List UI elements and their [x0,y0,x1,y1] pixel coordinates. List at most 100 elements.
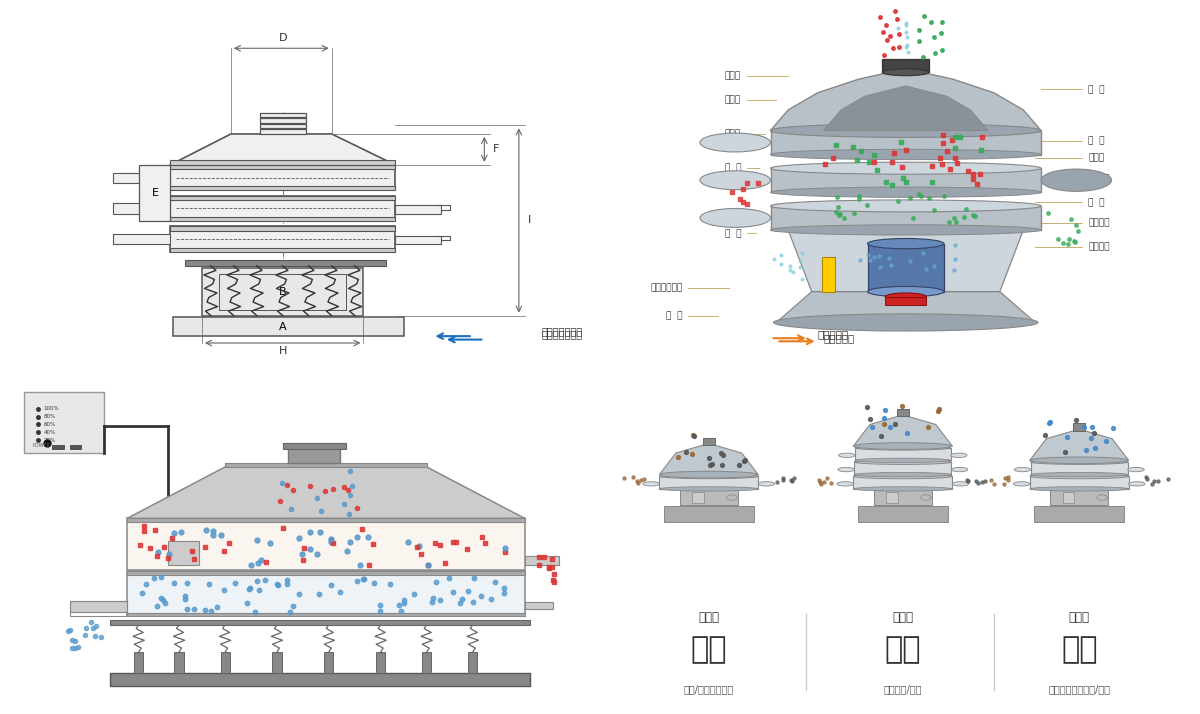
Polygon shape [788,230,1024,291]
Bar [770,131,1042,154]
Bar [283,443,346,449]
Bar [898,409,908,416]
Bar [882,59,929,72]
Bar [395,236,442,244]
Bar [886,297,926,306]
Bar [168,540,199,565]
Ellipse shape [854,473,952,477]
Ellipse shape [1097,495,1108,501]
Bar [127,518,524,570]
Polygon shape [823,86,988,131]
Bar [868,243,944,291]
Text: 80%: 80% [43,414,56,419]
Text: 外形尺寸示意图: 外形尺寸示意图 [541,330,582,340]
Bar [110,673,530,686]
Text: E: E [152,188,158,198]
Text: H: H [278,346,287,356]
Bar [703,438,714,445]
Ellipse shape [1013,482,1030,486]
Bar [1063,492,1074,503]
Bar [259,113,306,118]
Bar [70,600,127,616]
Ellipse shape [868,286,944,297]
Ellipse shape [758,482,775,486]
Text: B: B [278,286,287,296]
Ellipse shape [856,458,950,463]
Bar [53,445,64,449]
Ellipse shape [726,495,737,501]
Bar [468,652,478,673]
Ellipse shape [1030,474,1129,478]
Bar [134,652,143,673]
Text: 加重块: 加重块 [1088,154,1104,163]
Bar [524,556,559,565]
Bar [856,448,950,461]
Polygon shape [659,443,758,475]
Ellipse shape [659,487,758,491]
Text: 外形尺寸示意图: 外形尺寸示意图 [541,326,582,336]
Text: 分级: 分级 [690,635,727,664]
Bar [170,196,395,221]
Ellipse shape [770,124,1042,136]
Bar [170,226,395,252]
Bar [70,445,82,449]
Bar [110,620,530,625]
Bar [692,492,704,503]
Ellipse shape [853,474,953,478]
Ellipse shape [1031,473,1128,477]
Ellipse shape [886,293,926,301]
Bar [874,490,931,506]
Bar [70,601,127,612]
Text: 机  座: 机 座 [666,311,683,320]
Ellipse shape [659,474,758,478]
Ellipse shape [1128,468,1145,472]
Bar [1050,490,1108,506]
Ellipse shape [854,460,952,464]
Text: 双层式: 双层式 [1069,611,1090,624]
Ellipse shape [836,482,853,486]
Ellipse shape [1031,460,1128,464]
Bar [324,652,334,673]
Text: 去除异物/结块: 去除异物/结块 [883,685,922,695]
Ellipse shape [920,495,931,501]
Ellipse shape [838,468,854,472]
Bar [272,652,282,673]
Text: 振动电机: 振动电机 [1088,218,1110,228]
Polygon shape [1030,429,1129,461]
Bar [139,165,170,221]
Text: 出料口: 出料口 [725,129,742,139]
Ellipse shape [770,187,1042,197]
Ellipse shape [700,208,770,227]
Bar [127,571,524,616]
Ellipse shape [700,133,770,152]
Text: 弹  簧: 弹 簧 [725,228,742,238]
Text: 筛  盘: 筛 盘 [1088,198,1104,207]
Ellipse shape [856,446,950,450]
Bar [127,518,524,523]
Ellipse shape [1030,457,1129,463]
Bar [127,613,524,616]
Bar [1030,476,1129,489]
Ellipse shape [770,200,1042,212]
Bar [170,186,395,191]
Bar [113,173,170,183]
Bar [680,490,738,506]
Bar [170,165,395,169]
Bar [664,506,754,523]
Bar [127,571,524,575]
Ellipse shape [839,453,856,458]
Ellipse shape [953,482,968,486]
Bar [887,492,898,503]
Text: 结构示意图: 结构示意图 [817,330,848,340]
Text: 20%: 20% [43,438,56,443]
Bar [659,476,758,489]
Bar [770,206,1042,230]
Text: 40%: 40% [43,430,56,435]
Bar [259,119,306,123]
Bar [854,462,952,475]
Bar [1034,506,1124,523]
Bar [170,248,395,252]
Text: 除杂: 除杂 [1061,635,1098,664]
Text: 颗粒/粉末准确分级: 颗粒/粉末准确分级 [684,685,734,695]
Ellipse shape [1042,169,1111,191]
